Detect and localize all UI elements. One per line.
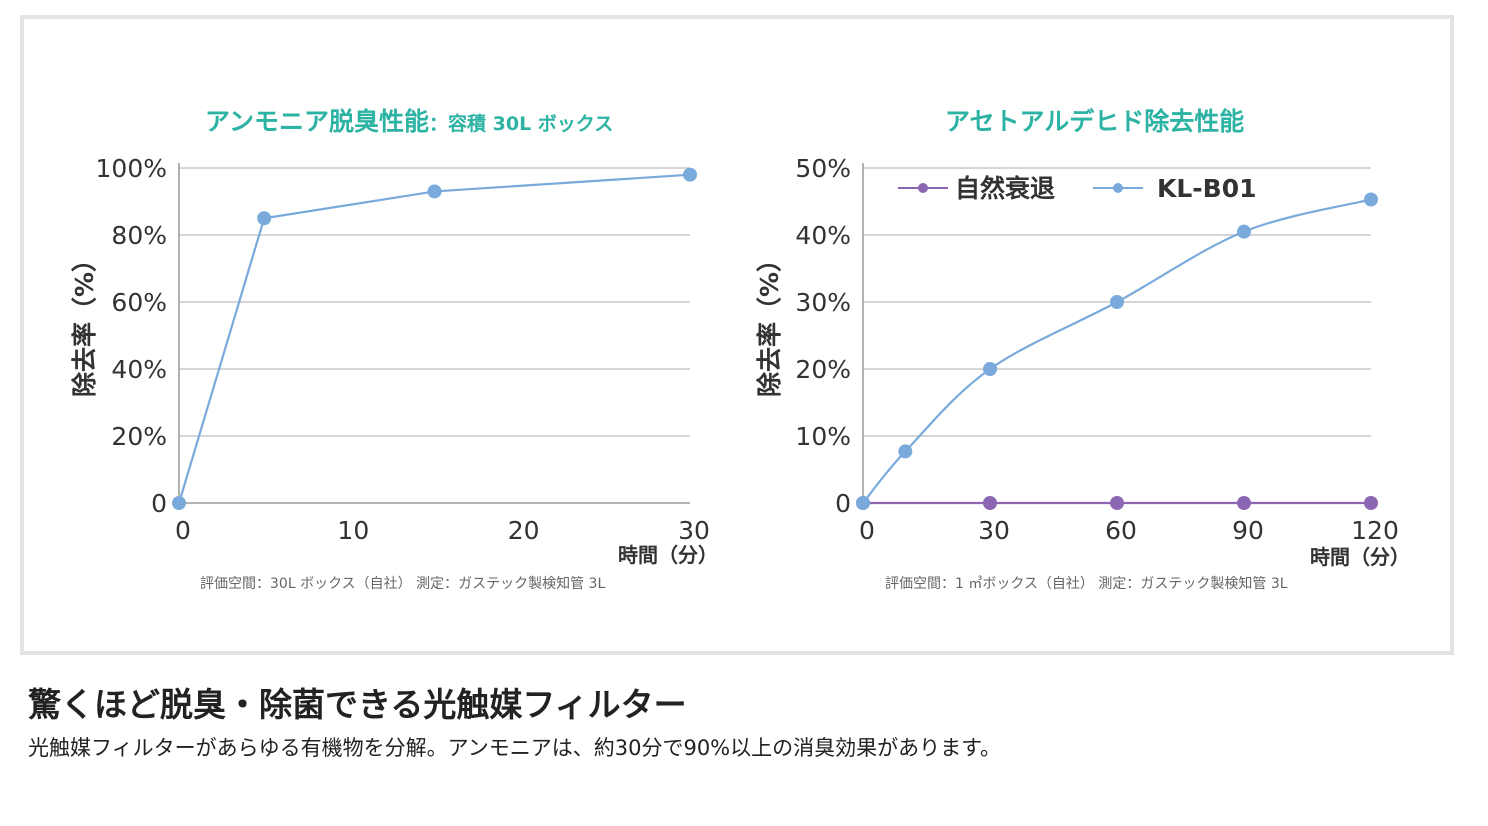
feature-description: 光触媒フィルターがあらゆる有機物を分解。アンモニアは、約30分で90%以上の消臭… [28,736,1002,760]
chart1-xtick-label: 30 [678,516,710,545]
chart2-xtick-label: 30 [978,516,1010,545]
chart2-ytick-label: 10% [795,422,851,451]
chart2-xtick-label: 60 [1105,516,1137,545]
chart2-axes: 0 10% 20% 30% 40% 50% 0 30 60 90 120 [795,154,1398,545]
chart2-note: 評価空間：1 ㎥ボックス（自社） 測定：ガステック製検知管 3L [885,575,1288,592]
chart1-xtick-label: 0 [175,516,191,545]
chart1-series-line [177,173,691,504]
chart2-legend: 自然衰退 KL-B01 [898,174,1257,203]
chart2-ytick-label: 0 [835,489,851,518]
charts-canvas: アンモニア脱臭性能：容積 30L ボックス 020%40%60%80%100%0… [70,107,1410,592]
chart2-data-point [983,496,997,510]
legend-natural-label: 自然衰退 [955,174,1055,203]
chart1-ytick-label: 20% [111,422,167,451]
chart1-note: 評価空間：30L ボックス（自社） 測定：ガステック製検知管 3L [200,575,605,592]
chart1-data-point [683,167,697,182]
chart1-xlabel: 時間（分） [618,543,718,567]
chart2-ytick-label: 30% [795,288,851,317]
chart2-data-point [1364,192,1378,207]
legend-klb01-label: KL-B01 [1157,174,1257,203]
chart2-data-point [1110,295,1124,309]
legend-klb01-marker [1113,183,1123,193]
chart1-data-point [257,211,272,226]
chart2-data-point [1237,496,1251,510]
chart2-data-point [1110,496,1124,510]
legend-natural-marker [918,183,928,193]
chart2-xtick-label: 120 [1351,516,1399,545]
chart2-ytick-label: 50% [795,154,851,183]
chart2-xtick-label: 90 [1232,516,1264,545]
chart1-ytick-label: 100% [96,154,167,183]
chart2-xlabel: 時間（分） [1310,545,1410,569]
chart1-axes: 0 20% 40% 60% 80% 100% 0 10 20 30 [96,154,710,545]
chart2-ylabel: 除去率（%） [755,247,784,397]
chart1-ytick-label: 0 [151,489,167,518]
chart2-data-point [898,444,913,459]
chart2-data-point [1237,224,1251,239]
chart1-data-point [427,184,442,199]
chart1-ytick-label: 40% [111,355,167,384]
chart1-xtick-label: 10 [337,516,369,545]
chart1-subtitle: ：容積 30L ボックス [429,112,613,135]
chart2-ytick-label: 40% [795,221,851,250]
chart2-data-point [856,496,870,510]
chart2-series-line [862,198,1372,504]
chart1-data-point [172,496,186,510]
chart2-ytick-label: 20% [795,355,851,384]
chart1-xtick-label: 20 [508,516,540,545]
chart2-data-point [1364,496,1378,510]
chart2-data-point [983,362,997,376]
chart1-ylabel: 除去率（%） [70,247,99,397]
chart2-xtick-label: 0 [859,516,875,545]
chart1-title: アンモニア脱臭性能：容積 30L ボックス [205,107,613,136]
chart1-ytick-label: 80% [111,221,167,250]
chart-panel [20,15,1454,655]
chart1-ytick-label: 60% [111,288,167,317]
chart2-title: アセトアルデヒド除去性能 [945,107,1244,136]
feature-heading: 驚くほど脱臭・除菌できる光触媒フィルター [28,685,687,724]
